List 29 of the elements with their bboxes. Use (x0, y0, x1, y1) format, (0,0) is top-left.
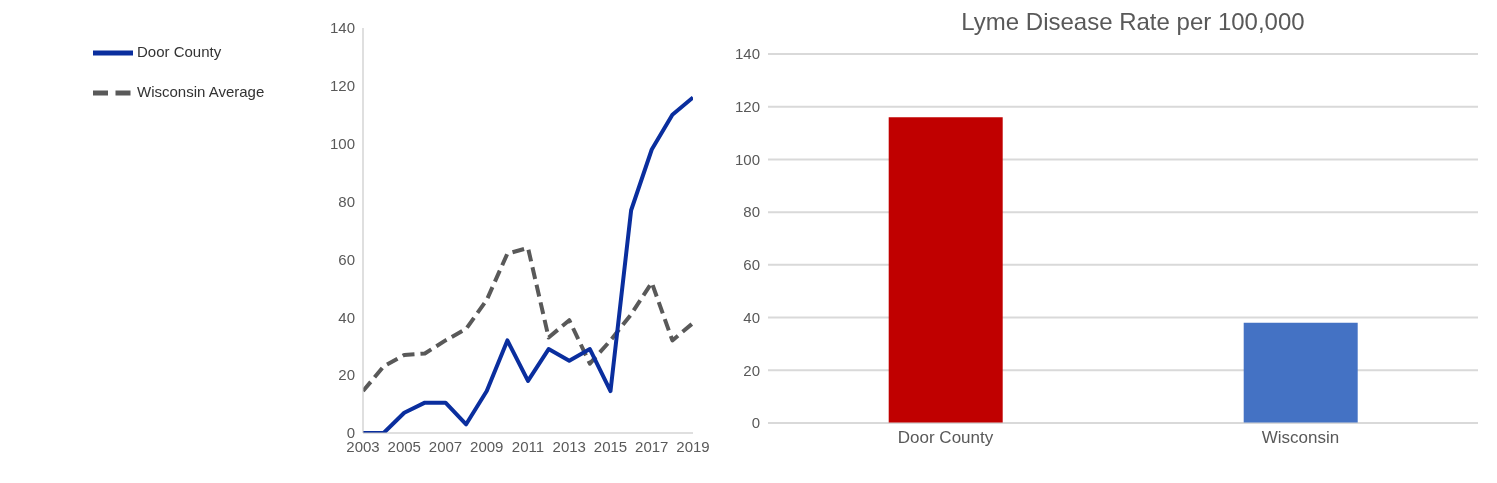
legend-label: Door County (137, 42, 222, 60)
y-tick-label: 140 (329, 19, 355, 37)
y-tick-label: 100 (734, 150, 760, 168)
x-tick-label: 2015 (593, 437, 628, 455)
x-tick-label: 2009 (470, 437, 504, 455)
y-tick-label: 60 (338, 250, 355, 268)
x-tick-label: 2013 (552, 437, 586, 455)
x-tick-label: 2017 (635, 437, 669, 455)
y-tick-label: 80 (338, 192, 355, 210)
y-tick-label: 120 (329, 77, 355, 95)
x-tick-label: 2007 (428, 437, 463, 455)
y-tick-label: 20 (338, 366, 355, 384)
x-tick-label: Wisconsin (1261, 428, 1340, 448)
y-tick-label: 80 (743, 203, 760, 221)
y-tick-label: 120 (734, 98, 760, 116)
legend-label: Wisconsin Average (137, 82, 265, 100)
x-tick-label: 2011 (511, 437, 545, 455)
chart-title: Lyme Disease Rate per 100,000 (960, 8, 1306, 37)
line-series (363, 245, 693, 394)
y-tick-label: 0 (751, 414, 760, 432)
x-tick-label: 2005 (387, 437, 421, 455)
y-tick-label: 40 (743, 308, 760, 326)
x-tick-label: 2019 (676, 437, 710, 455)
y-tick-label: 60 (743, 256, 760, 274)
x-tick-label: Door County (897, 428, 994, 448)
y-tick-label: 100 (329, 135, 355, 153)
y-tick-label: 140 (734, 45, 760, 63)
y-tick-label: 40 (338, 308, 355, 326)
y-tick-label: 20 (743, 361, 760, 379)
